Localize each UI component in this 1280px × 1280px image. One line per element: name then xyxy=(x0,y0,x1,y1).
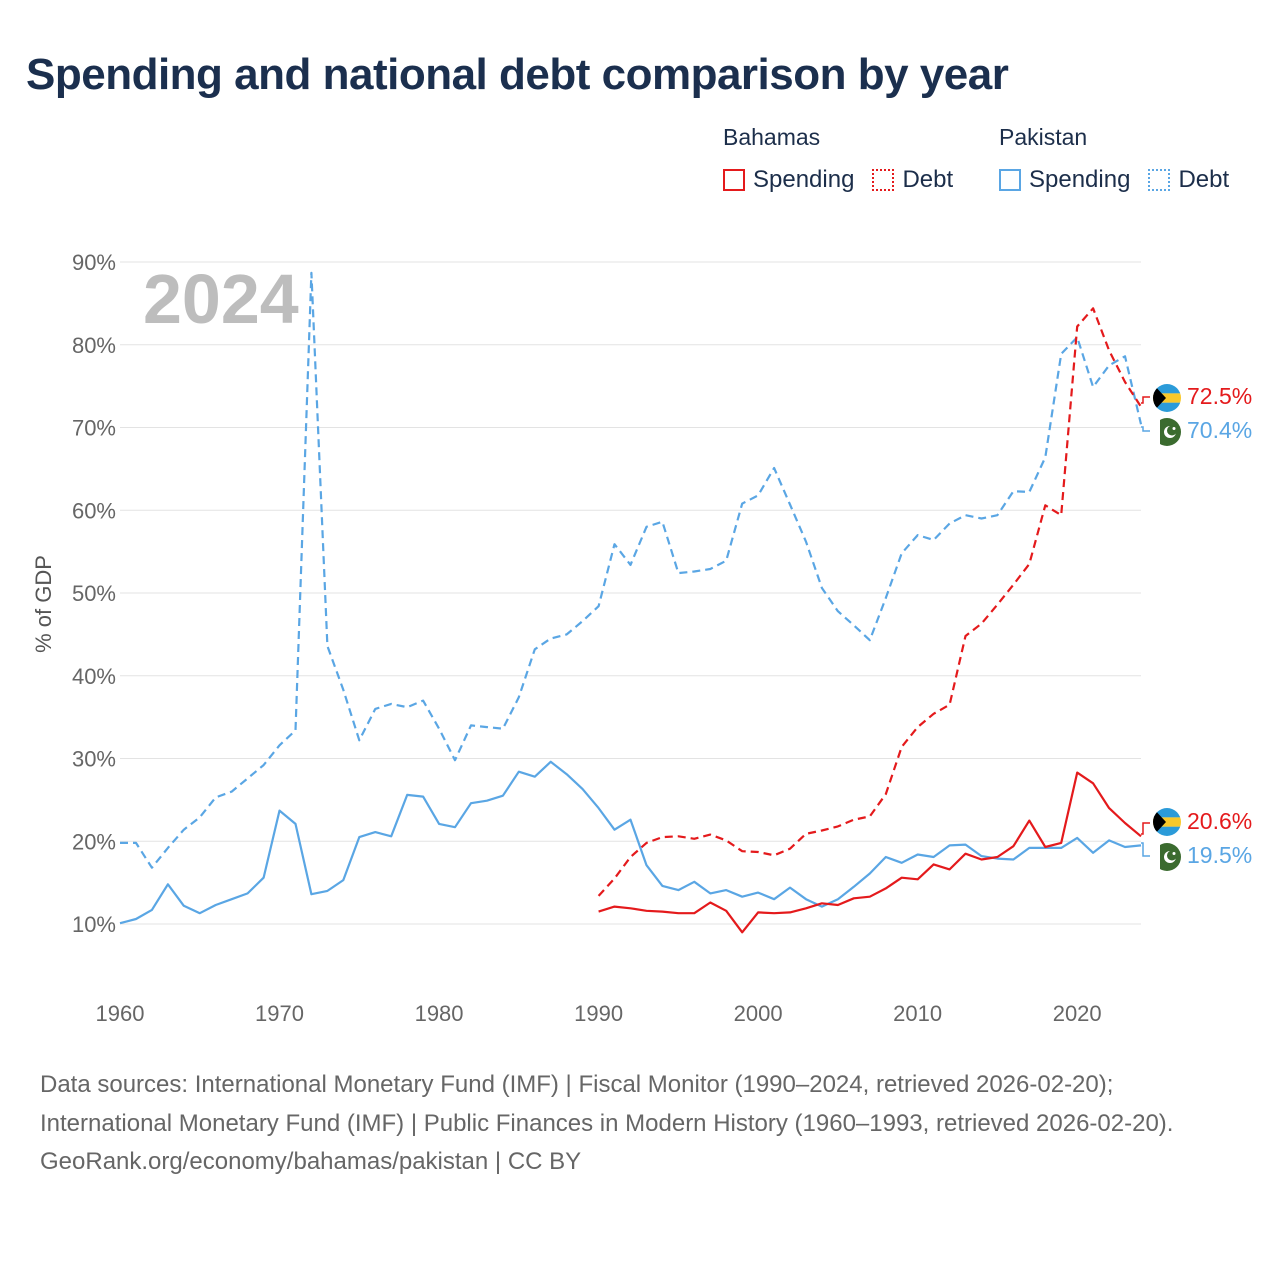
data-sources-text: Data sources: International Monetary Fun… xyxy=(40,1071,1174,1137)
series-line-bahamas-debt xyxy=(597,307,1142,897)
legend-label: Spending xyxy=(1029,166,1131,193)
legend-country-bahamas: Bahamas xyxy=(723,124,821,150)
end-marker-bahamas-spending: 20.6% xyxy=(1141,808,1252,836)
end-label-bahamas-spending: 20.6% xyxy=(1187,808,1252,834)
legend-group-pakistan: Pakistan Spending Debt xyxy=(999,124,1247,194)
line-chart: 10% 20% 30% 40% 50% 60% 70% 80% 90% 1960 1970 1980… xyxy=(31,250,1252,1026)
y-tick-label: 60% xyxy=(72,498,116,523)
footer: Data sources: International Monetary Fun… xyxy=(40,1066,1240,1182)
series-line-pakistan-spending xyxy=(119,760,1142,925)
y-axis-ticks: 10% 20% 30% 40% 50% 60% 70% 80% 90% xyxy=(72,250,116,937)
end-marker-bahamas-debt: 72.5% xyxy=(1141,383,1252,412)
series-line-bahamas-spending xyxy=(598,771,1142,934)
end-marker-pakistan-spending: 19.5% xyxy=(1141,842,1252,871)
y-tick-label: 20% xyxy=(72,829,116,854)
y-tick-label: 30% xyxy=(72,747,116,772)
credit-link[interactable]: GeoRank.org/economy/bahamas/pakistan | C… xyxy=(40,1148,582,1175)
chart-title: Spending and national debt comparison by… xyxy=(26,50,1009,99)
legend-label: Spending xyxy=(753,166,855,193)
legend-item-bahamas-debt[interactable]: Debt xyxy=(872,166,953,194)
legend-country-pakistan: Pakistan xyxy=(999,124,1088,150)
legend-item-pakistan-debt[interactable]: Debt xyxy=(1148,166,1229,194)
y-tick-label: 50% xyxy=(72,581,116,606)
grid-layer xyxy=(120,261,1141,925)
end-label-bahamas-debt: 72.5% xyxy=(1187,383,1252,409)
solid-swatch-icon xyxy=(723,169,745,191)
x-tick-label: 2000 xyxy=(734,1001,783,1026)
end-label-pakistan-spending: 19.5% xyxy=(1187,842,1252,868)
legend-item-pakistan-spending[interactable]: Spending xyxy=(999,166,1130,194)
bahamas-flag-icon xyxy=(1153,384,1181,412)
pakistan-flag-icon xyxy=(1153,843,1181,871)
bahamas-flag-icon xyxy=(1153,808,1181,836)
solid-swatch-icon xyxy=(999,169,1021,191)
x-tick-label: 2010 xyxy=(893,1001,942,1026)
x-tick-label: 1990 xyxy=(574,1001,623,1026)
series-layer xyxy=(119,271,1143,934)
y-tick-label: 70% xyxy=(72,416,116,441)
y-tick-label: 80% xyxy=(72,333,116,358)
x-tick-label: 1960 xyxy=(96,1001,145,1026)
legend-group-bahamas: Bahamas Spending Debt xyxy=(723,124,971,194)
legend-label: Debt xyxy=(1178,166,1230,193)
y-tick-label: 90% xyxy=(72,250,116,275)
x-tick-label: 2020 xyxy=(1053,1001,1102,1026)
legend-label: Debt xyxy=(902,166,954,193)
y-tick-label: 10% xyxy=(72,912,116,937)
end-label-pakistan-debt: 70.4% xyxy=(1187,417,1252,443)
y-tick-label: 40% xyxy=(72,664,116,689)
dotted-swatch-icon xyxy=(872,169,895,191)
x-tick-label: 1980 xyxy=(415,1001,464,1026)
legend-item-bahamas-spending[interactable]: Spending xyxy=(723,166,854,194)
x-axis-ticks: 1960 1970 1980 1990 2000 2010 2020 xyxy=(96,1001,1102,1026)
x-tick-label: 1970 xyxy=(255,1001,304,1026)
dotted-swatch-icon xyxy=(1148,169,1171,191)
year-watermark: 2024 xyxy=(143,260,299,338)
pakistan-flag-icon xyxy=(1153,418,1181,446)
y-axis-label: % of GDP xyxy=(31,555,56,653)
series-line-pakistan-debt xyxy=(120,271,1143,869)
end-marker-pakistan-debt: 70.4% xyxy=(1141,417,1252,446)
